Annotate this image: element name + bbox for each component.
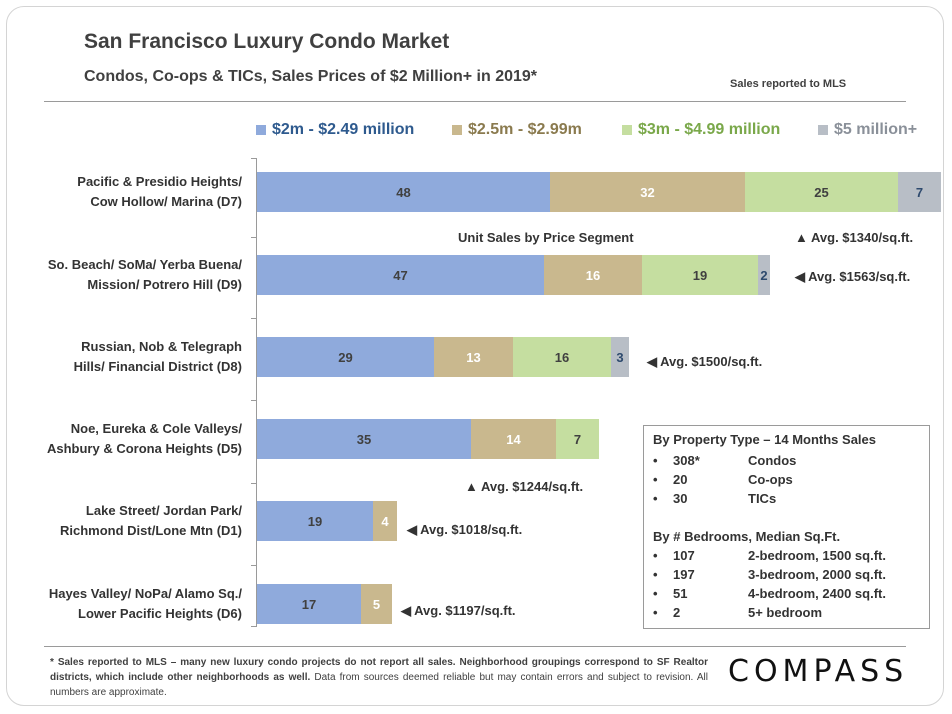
avg-price-annotation: ◀ Avg. $1500/sq.ft. <box>647 354 763 369</box>
axis-tick <box>251 400 257 401</box>
legend-label: $3m - $4.99 million <box>638 121 781 138</box>
category-label-line: Cow Hollow/ Marina (D7) <box>90 194 242 209</box>
legend-label: $2m - $2.49 million <box>272 121 415 138</box>
bar-segment: 29 <box>257 337 434 377</box>
y-axis-line <box>256 158 257 626</box>
info-count: 197 <box>673 567 695 582</box>
bedrooms-heading: By # Bedrooms, Median Sq.Ft. <box>653 529 841 544</box>
avg-price-annotation: ▲ Avg. $1244/sq.ft. <box>465 479 584 494</box>
footnote-bold: * Sales reported to MLS – many new luxur… <box>50 657 708 683</box>
legend-label: $2.5m - $2.99m <box>468 121 582 138</box>
category-label-line: So. Beach/ SoMa/ Yerba Buena/ <box>47 257 242 272</box>
avg-price-annotation: ◀ Avg. $1018/sq.ft. <box>407 522 523 537</box>
legend-item-1: $2m - $2.49 million <box>256 121 414 139</box>
footnote: * Sales reported to MLS – many new luxur… <box>50 655 708 700</box>
category-label: Pacific & Presidio Heights/Cow Hollow/ M… <box>10 172 242 212</box>
info-label: 5+ bedroom <box>748 605 823 620</box>
bar-segment: 32 <box>550 172 745 212</box>
mls-note: Sales reported to MLS <box>730 78 847 90</box>
info-count: 30 <box>673 491 688 506</box>
bar-segment: 19 <box>257 501 373 541</box>
axis-tick <box>251 565 257 566</box>
category-label-line: Russian, Nob & Telegraph <box>81 339 242 354</box>
info-label: 3-bedroom, 2000 sq.ft. <box>748 567 886 582</box>
bar-segment: 19 <box>642 255 758 295</box>
bar-segment: 4 <box>373 501 397 541</box>
info-count: 51 <box>673 586 688 601</box>
chart-title: Unit Sales by Price Segment <box>458 230 634 245</box>
footer-divider <box>44 646 906 647</box>
bar-segment: 35 <box>257 419 471 459</box>
bullet-icon: • <box>653 586 658 601</box>
info-count: 308* <box>673 453 700 468</box>
axis-tick <box>251 158 257 159</box>
bar-segment: 5 <box>361 584 392 624</box>
header-divider <box>44 101 906 102</box>
footnote-plain: Data from sources deemed reliable but ma… <box>50 672 708 698</box>
legend-label: $5 million+ <box>834 121 918 138</box>
category-label-line: Hayes Valley/ NoPa/ Alamo Sq./ <box>48 586 242 601</box>
category-label-line: Ashbury & Corona Heights (D5) <box>46 441 242 456</box>
bar-segment: 48 <box>257 172 550 212</box>
bullet-icon: • <box>653 605 658 620</box>
axis-tick <box>251 318 257 319</box>
property-type-heading: By Property Type – 14 Months Sales <box>653 432 876 447</box>
bar-segment: 7 <box>556 419 599 459</box>
bullet-icon: • <box>653 567 658 582</box>
category-label-line: Hills/ Financial District (D8) <box>73 359 242 374</box>
legend-item-4: $5 million+ <box>818 121 917 139</box>
axis-tick <box>251 483 257 484</box>
info-count: 20 <box>673 472 688 487</box>
category-label-line: Richmond Dist/Lone Mtn (D1) <box>60 523 242 538</box>
avg-price-annotation: ◀ Avg. $1563/sq.ft. <box>795 269 911 284</box>
category-label-line: Lower Pacific Heights (D6) <box>78 606 242 621</box>
bar-segment: 14 <box>471 419 556 459</box>
category-label: So. Beach/ SoMa/ Yerba Buena/Mission/ Po… <box>10 255 242 295</box>
bullet-icon: • <box>653 491 658 506</box>
bar-segment: 25 <box>745 172 898 212</box>
bullet-icon: • <box>653 548 658 563</box>
category-label: Russian, Nob & Telegraph Hills/ Financial… <box>10 337 242 377</box>
info-label: Co-ops <box>748 472 793 487</box>
info-label: TICs <box>748 491 777 506</box>
property-info-box: By Property Type – 14 Months Sales • 308*… <box>643 425 930 629</box>
avg-price-annotation: ▲ Avg. $1340/sq.ft. <box>795 230 914 245</box>
category-label-line: Lake Street/ Jordan Park/ <box>85 503 242 518</box>
category-label: Noe, Eureka & Cole Valleys/Ashbury & Cor… <box>10 419 242 459</box>
bar-segment: 13 <box>434 337 513 377</box>
legend-swatch <box>256 125 266 135</box>
axis-tick <box>251 626 257 627</box>
bar-segment: 47 <box>257 255 544 295</box>
legend-swatch <box>452 125 462 135</box>
bar-segment: 3 <box>611 337 629 377</box>
legend-item-2: $2.5m - $2.99m <box>452 121 582 139</box>
info-label: 4-bedroom, 2400 sq.ft. <box>748 586 886 601</box>
page-subtitle: Condos, Co-ops & TICs, Sales Prices of $… <box>84 68 538 85</box>
bar-segment: 16 <box>544 255 642 295</box>
info-count: 107 <box>673 548 695 563</box>
category-label-line: Mission/ Potrero Hill (D9) <box>87 277 242 292</box>
bar-segment: 17 <box>257 584 361 624</box>
category-label-line: Noe, Eureka & Cole Valleys/ <box>70 421 242 436</box>
legend-item-3: $3m - $4.99 million <box>622 121 780 139</box>
axis-tick <box>251 237 257 238</box>
bar-segment: 7 <box>898 172 941 212</box>
category-label-line: Pacific & Presidio Heights/ <box>77 174 242 189</box>
category-label: Lake Street/ Jordan Park/Richmond Dist/L… <box>10 501 242 541</box>
avg-price-annotation: ◀ Avg. $1197/sq.ft. <box>401 603 516 618</box>
bullet-icon: • <box>653 472 658 487</box>
info-label: Condos <box>748 453 797 468</box>
compass-logo: COMPASS <box>728 654 909 689</box>
page-title: San Francisco Luxury Condo Market <box>84 30 450 53</box>
bullet-icon: • <box>653 453 658 468</box>
info-label: 2-bedroom, 1500 sq.ft. <box>748 548 886 563</box>
legend-swatch <box>622 125 632 135</box>
bar-segment: 2 <box>758 255 770 295</box>
category-label: Hayes Valley/ NoPa/ Alamo Sq./ Lower Paci… <box>10 584 242 624</box>
legend-swatch <box>818 125 828 135</box>
info-count: 2 <box>673 605 681 620</box>
bar-segment: 16 <box>513 337 611 377</box>
